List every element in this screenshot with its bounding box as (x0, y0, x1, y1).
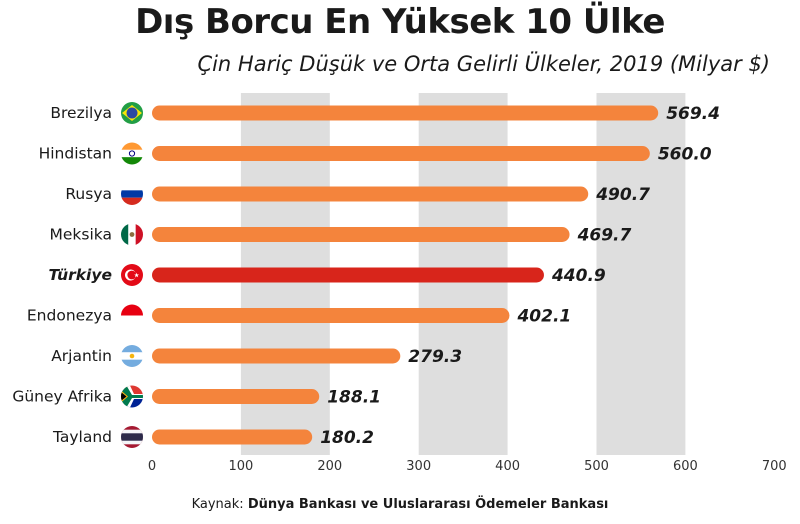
x-tick-label: 400 (495, 459, 520, 474)
argentina-flag (121, 345, 143, 367)
value-label: 279.3 (408, 347, 462, 367)
indonesia-flag (121, 304, 143, 327)
value-label: 188.1 (327, 388, 381, 408)
chart-subtitle: Çin Hariç Düşük ve Orta Gelirli Ülkeler,… (197, 52, 770, 76)
x-tick-label: 300 (406, 459, 431, 474)
x-tick-label: 0 (148, 459, 156, 474)
category-label: Tayland (52, 428, 112, 446)
value-label: 469.7 (577, 226, 632, 246)
south-africa-flag (121, 385, 143, 408)
category-label: Güney Afrika (12, 388, 112, 406)
bar (152, 146, 650, 161)
bar (152, 348, 401, 364)
category-label: Arjantin (51, 347, 112, 365)
category-label: Endonezya (27, 307, 112, 325)
x-tick-label: 100 (228, 459, 253, 474)
source-prefix: Kaynak: (191, 497, 244, 512)
value-label: 402.1 (516, 307, 571, 327)
bar (152, 308, 510, 323)
category-label: Türkiye (49, 266, 113, 284)
chart-title: Dış Borcu En Yüksek 10 Ülke (135, 2, 665, 42)
bar (152, 186, 589, 202)
value-label: 180.2 (320, 428, 374, 448)
category-label: Brezilya (50, 104, 112, 122)
source-note: Kaynak: Dünya Bankası ve Uluslararası Öd… (0, 497, 800, 512)
value-label: 560.0 (658, 145, 712, 165)
category-label: Meksika (50, 226, 112, 244)
india-flag (121, 142, 143, 165)
category-label: Rusya (65, 185, 112, 203)
x-tick-label: 500 (584, 459, 609, 474)
x-tick-label: 600 (673, 459, 698, 474)
russia-flag (121, 183, 143, 205)
value-label: 490.7 (595, 185, 650, 205)
bar (152, 429, 313, 445)
bar (152, 267, 544, 283)
bar (152, 105, 659, 121)
x-tick-label: 200 (317, 459, 342, 474)
x-tick-label: 700 (762, 459, 787, 474)
bar (152, 227, 570, 242)
category-label: Hindistan (39, 145, 112, 163)
value-label: 569.4 (666, 104, 720, 124)
thailand-flag (121, 426, 143, 448)
brazil-flag (121, 102, 143, 124)
turkey-flag (121, 264, 143, 286)
mexico-flag (121, 223, 143, 246)
source-text: Dünya Bankası ve Uluslararası Ödemeler B… (247, 497, 609, 512)
value-label: 440.9 (551, 266, 606, 286)
bar (152, 389, 320, 404)
